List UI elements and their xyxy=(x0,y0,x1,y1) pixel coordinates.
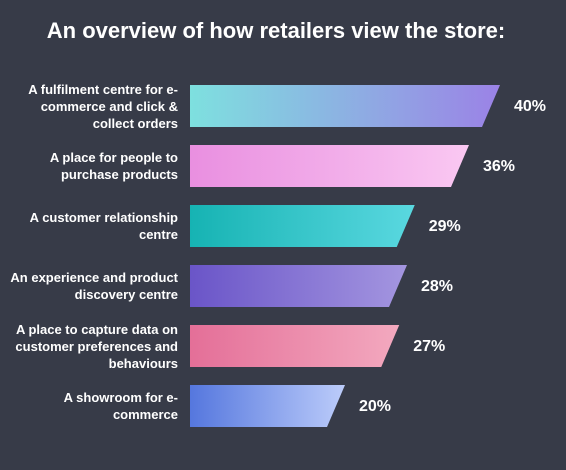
value-label: 40% xyxy=(514,98,546,115)
value-label: 29% xyxy=(429,218,461,235)
chart-title: An overview of how retailers view the st… xyxy=(47,18,505,43)
category-label: A place for people to purchase products xyxy=(49,150,178,182)
category-label: A customer relationship centre xyxy=(29,210,178,242)
bar xyxy=(190,85,500,127)
value-label: 28% xyxy=(421,278,453,295)
bar xyxy=(190,205,415,247)
category-label: A showroom for e-commerce xyxy=(63,390,178,422)
bar xyxy=(190,145,469,187)
category-label: A place to capture data on customer pref… xyxy=(15,321,178,371)
value-label: 27% xyxy=(413,338,445,355)
bar xyxy=(190,325,400,367)
value-label: 20% xyxy=(359,398,391,415)
bar xyxy=(190,265,407,307)
category-label: An experience and product discovery cent… xyxy=(10,270,178,302)
value-label: 36% xyxy=(483,158,515,175)
category-label: A fulfilment centre for e-commerce and c… xyxy=(28,81,178,131)
bar xyxy=(190,385,345,427)
